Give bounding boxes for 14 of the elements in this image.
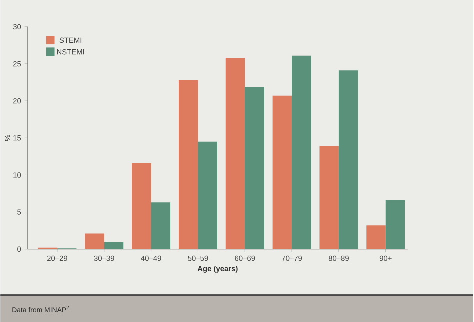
- bar: [178, 80, 198, 250]
- bar: [104, 242, 124, 250]
- bar: [132, 163, 152, 250]
- bar: [151, 202, 171, 250]
- bar: [386, 200, 406, 250]
- bar: [292, 56, 312, 250]
- bar: [226, 58, 246, 250]
- bar: [320, 146, 339, 250]
- bar: [245, 86, 264, 250]
- bar: [366, 226, 386, 250]
- bar: [272, 96, 292, 250]
- bar: [85, 234, 104, 250]
- bar: [338, 70, 358, 250]
- bar: [198, 142, 218, 250]
